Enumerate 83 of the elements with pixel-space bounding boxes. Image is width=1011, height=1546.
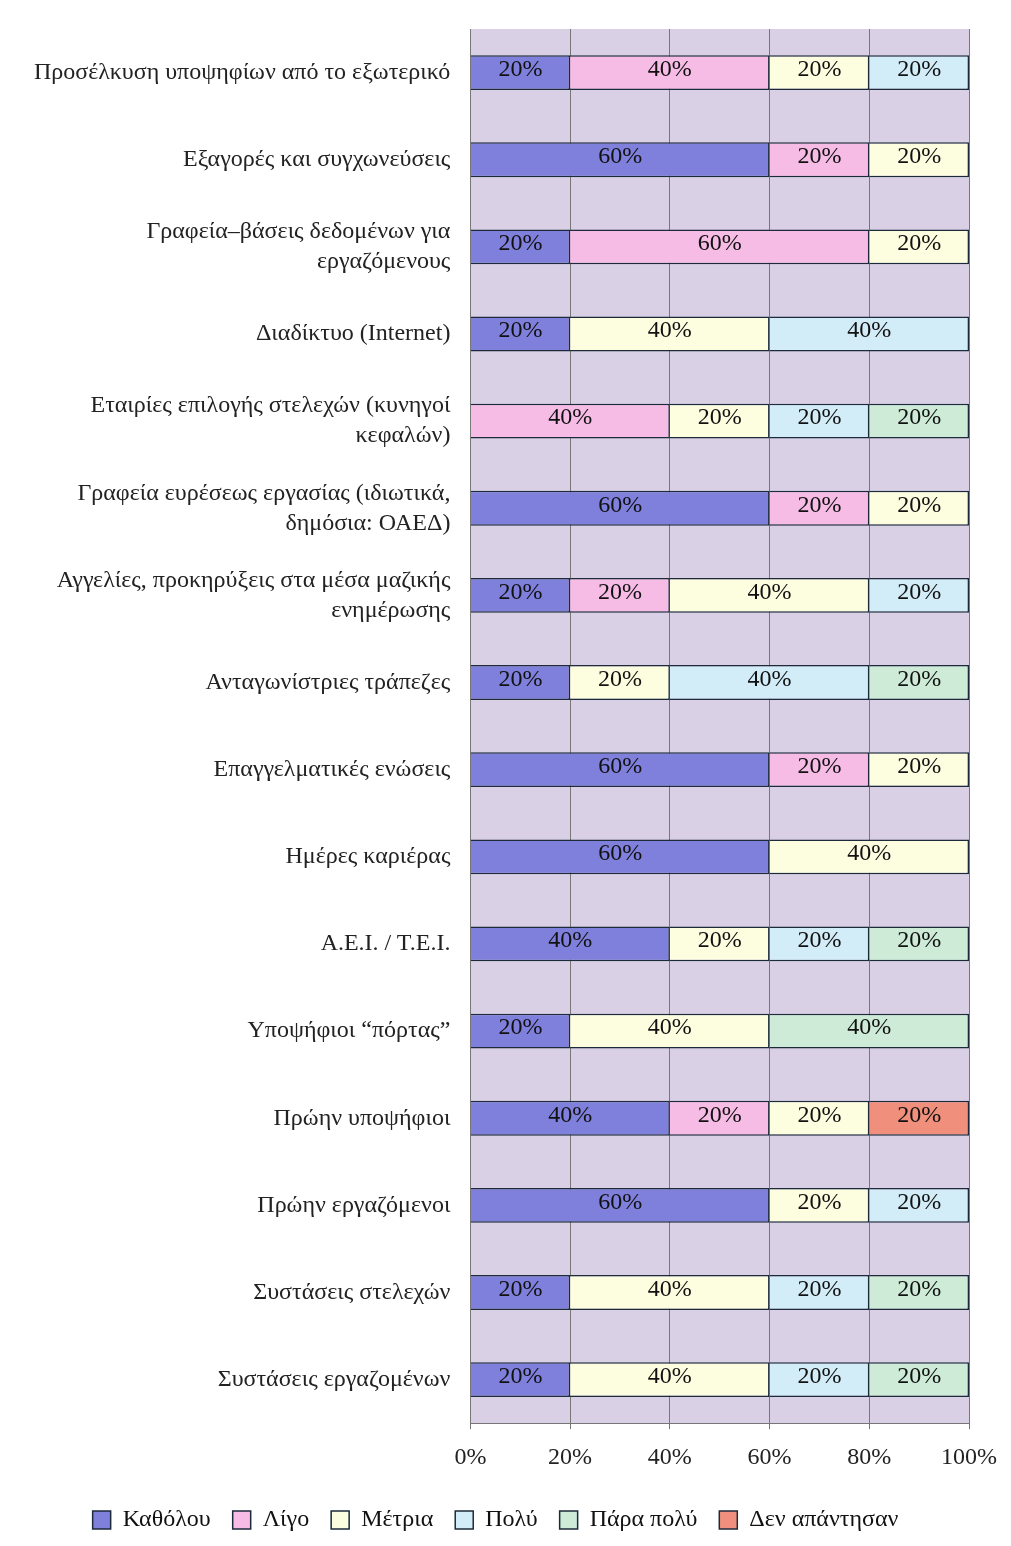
data-label: 40% [747,664,792,691]
data-label: 40% [847,1013,892,1040]
data-label: 20% [498,316,543,343]
data-label: 40% [647,54,692,81]
data-label: 40% [548,1100,593,1127]
data-label: 20% [797,1100,842,1127]
data-label: 20% [797,1187,842,1214]
data-label: 20% [897,229,942,256]
data-label: 20% [897,751,942,778]
y-tick-label: Α.Ε.Ι. / Τ.Ε.Ι. [320,929,451,956]
y-tick-label: Πρώην εργαζόμενοι [257,1190,451,1217]
x-tick-label: 100% [941,1442,997,1469]
data-label: 60% [697,229,742,256]
data-label: 40% [847,839,892,866]
y-tick-label: Επαγγελματικές ενώσεις [213,754,451,781]
data-label: 20% [498,229,543,256]
data-label: 40% [647,1274,692,1301]
data-label: 20% [697,926,742,953]
legend-label: Πάρα πολύ [589,1505,698,1532]
data-label: 20% [797,490,842,517]
legend-label: Δεν απάντησαν [749,1505,899,1532]
data-label: 40% [847,316,892,343]
data-label: 20% [897,490,942,517]
data-label: 20% [797,926,842,953]
data-label: 60% [598,839,643,866]
y-tick-label: Ημέρες καριέρας [285,842,451,869]
x-tick-label: 80% [847,1442,892,1469]
y-tick-label: Αγγελίες, προκηρύξεις στα μέσα μαζικής ενημέρωσης [56,565,451,622]
x-tick-label: 40% [647,1442,692,1469]
data-label: 20% [797,54,842,81]
data-label: 60% [598,1187,643,1214]
data-label: 20% [498,1274,543,1301]
data-label: 20% [797,1361,842,1388]
legend-label: Πολύ [485,1505,538,1532]
data-label: 20% [797,1274,842,1301]
data-label: 20% [897,1361,942,1388]
legend-label: Καθόλου [122,1505,211,1532]
data-label: 20% [897,577,942,604]
data-label: 20% [797,751,842,778]
data-label: 20% [897,1274,942,1301]
y-tick-label: Συστάσεις στελεχών [253,1277,451,1304]
data-label: 20% [498,664,543,691]
data-label: 20% [897,54,942,81]
y-tick-label: Διαδίκτυο (Internet) [255,319,451,346]
y-tick-label: Εταιρίες επιλογής στελεχών (κυνηγοί κεφαλών) [90,391,451,448]
y-tick-label: Εξαγορές και συγχωνεύσεις [183,145,451,171]
data-label: 40% [647,1013,692,1040]
data-label: 20% [797,142,842,168]
legend-label: Λίγο [262,1505,310,1532]
data-label: 20% [797,403,842,430]
y-tick-label: Γραφεία ευρέσεως εργασίας (ιδιωτικά, δημόσια: ΟΑΕΔ) [77,478,451,535]
data-label: 20% [498,577,543,604]
data-label: 20% [597,577,642,604]
data-label: 20% [897,142,942,168]
data-label: 20% [897,926,942,953]
x-tick-label: 0% [454,1442,487,1469]
data-label: 40% [647,1361,692,1388]
data-label: 20% [897,1187,942,1214]
y-tick-label: Πρώην υποψήφιοι [273,1103,451,1130]
data-label: 20% [498,1013,543,1040]
x-tick-label: 60% [747,1442,792,1469]
y-tick-label: Ανταγωνίστριες τράπεζες [205,667,451,694]
data-label: 20% [897,1100,942,1127]
data-label: 20% [597,664,642,691]
y-tick-label: Υποψήφιοι “πόρτας” [247,1016,451,1043]
data-label: 40% [647,316,692,343]
y-tick-label: Γραφεία–βάσεις δεδομένων για εργαζόμενους [146,217,451,274]
data-label: 20% [498,1361,543,1388]
data-label: 60% [598,142,643,168]
data-label: 40% [548,403,593,430]
data-label: 20% [697,403,742,430]
legend-label: Μέτρια [361,1505,434,1532]
y-tick-label: Προσέλκυση υποψηφίων από το εξωτερικό [33,57,451,84]
x-tick-label: 20% [548,1442,593,1469]
data-label: 60% [598,490,643,517]
data-label: 60% [598,751,643,778]
data-label: 20% [897,664,942,691]
data-label: 20% [697,1100,742,1127]
data-label: 20% [897,403,942,430]
data-label: 40% [548,926,593,953]
data-label: 20% [498,54,543,81]
data-label: 40% [747,577,792,604]
y-tick-label: Συστάσεις εργαζομένων [217,1364,451,1391]
